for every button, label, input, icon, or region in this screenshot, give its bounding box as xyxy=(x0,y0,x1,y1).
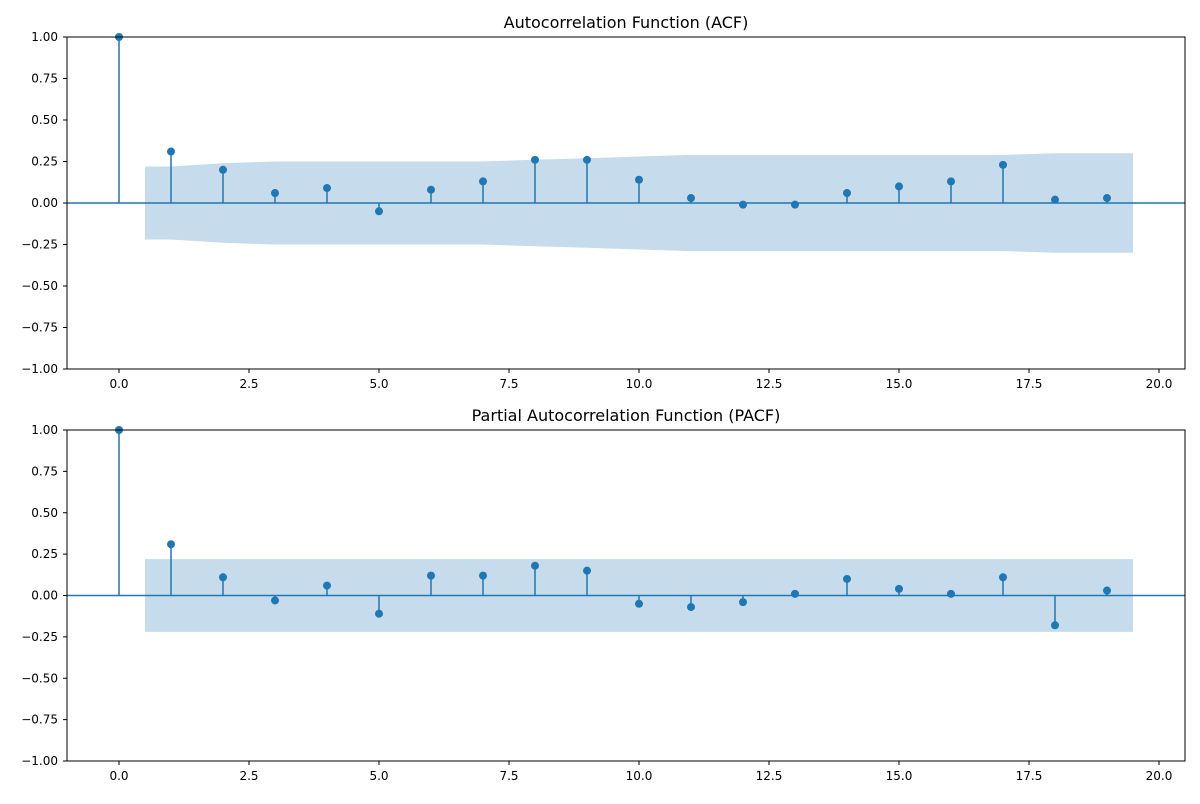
pacf-point-lag-5 xyxy=(375,609,383,618)
acf-y-tick-label: 0.25 xyxy=(31,155,58,169)
pacf-point-lag-3 xyxy=(271,596,279,605)
acf-y-tick-label: 1.00 xyxy=(31,30,58,44)
acf-panel: Autocorrelation Function (ACF) 0.0 2.5 5.0… xyxy=(21,13,1186,391)
acf-point-lag-14 xyxy=(843,189,851,198)
pacf-x-tick-label: 12.5 xyxy=(756,769,783,783)
acf-x-tick-label: 15.0 xyxy=(886,377,913,391)
pacf-point-lag-12 xyxy=(739,598,747,607)
acf-point-lag-11 xyxy=(687,194,695,203)
pacf-point-lag-14 xyxy=(843,574,851,583)
acf-point-lag-17 xyxy=(999,160,1007,169)
pacf-title: Partial Autocorrelation Function (PACF) xyxy=(472,406,781,425)
acf-point-lag-4 xyxy=(323,184,331,193)
pacf-point-lag-19 xyxy=(1103,586,1111,595)
pacf-y-tick-label: 0.00 xyxy=(31,589,58,603)
acf-point-lag-9 xyxy=(583,155,591,164)
pacf-y-tick-label: 0.50 xyxy=(31,506,58,520)
acf-y-tick-label: 0.75 xyxy=(31,72,58,86)
acf-y-tick-label: −0.50 xyxy=(21,279,58,293)
pacf-y-tick-label: 0.25 xyxy=(31,547,58,561)
acf-point-lag-6 xyxy=(427,185,435,194)
acf-x-tick-label: 20.0 xyxy=(1146,377,1173,391)
acf-x-tick-label: 7.5 xyxy=(499,377,518,391)
pacf-point-lag-17 xyxy=(999,573,1007,582)
acf-x-tick-label: 17.5 xyxy=(1016,377,1043,391)
pacf-x-tick-label: 17.5 xyxy=(1016,769,1043,783)
acf-point-lag-8 xyxy=(531,155,539,164)
acf-y-tick-label: −0.25 xyxy=(21,238,58,252)
pacf-x-tick-label: 0.0 xyxy=(109,769,128,783)
acf-point-lag-13 xyxy=(791,200,799,209)
pacf-x-tick-label: 15.0 xyxy=(886,769,913,783)
acf-point-lag-1 xyxy=(167,147,175,156)
acf-x-tick-label: 12.5 xyxy=(756,377,783,391)
pacf-x-tick-label: 7.5 xyxy=(499,769,518,783)
acf-y-tick-label: 0.50 xyxy=(31,113,58,127)
pacf-y-tick-label: −0.25 xyxy=(21,630,58,644)
acf-x-tick-label: 0.0 xyxy=(109,377,128,391)
acf-point-lag-2 xyxy=(219,165,227,174)
acf-point-lag-16 xyxy=(947,177,955,186)
pacf-point-lag-11 xyxy=(687,603,695,612)
pacf-point-lag-9 xyxy=(583,566,591,575)
pacf-y-tick-label: −0.75 xyxy=(21,713,58,727)
pacf-point-lag-1 xyxy=(167,540,175,549)
pacf-point-lag-4 xyxy=(323,581,331,590)
acf-point-lag-12 xyxy=(739,200,747,209)
acf-point-lag-15 xyxy=(895,182,903,191)
pacf-x-tick-label: 10.0 xyxy=(626,769,653,783)
pacf-panel: Partial Autocorrelation Function (PACF) … xyxy=(21,406,1186,783)
pacf-y-tick-label: 0.75 xyxy=(31,464,58,478)
acf-point-lag-10 xyxy=(635,175,643,184)
acf-x-tick-label: 10.0 xyxy=(626,377,653,391)
acf-y-tick-label: −0.75 xyxy=(21,321,58,335)
acf-point-lag-5 xyxy=(375,207,383,216)
pacf-point-lag-2 xyxy=(219,573,227,582)
pacf-y-tick-label: 1.00 xyxy=(31,423,58,437)
acf-y-tick-label: −1.00 xyxy=(21,362,58,376)
pacf-point-lag-16 xyxy=(947,589,955,598)
pacf-point-lag-13 xyxy=(791,589,799,598)
acf-point-lag-3 xyxy=(271,189,279,198)
pacf-point-lag-7 xyxy=(479,571,487,580)
pacf-point-lag-18 xyxy=(1051,621,1059,630)
pacf-point-lag-8 xyxy=(531,561,539,570)
acf-point-lag-19 xyxy=(1103,194,1111,203)
pacf-y-tick-label: −1.00 xyxy=(21,754,58,768)
pacf-x-tick-label: 20.0 xyxy=(1146,769,1173,783)
acf-y-tick-label: 0.00 xyxy=(31,196,58,210)
acf-x-tick-label: 5.0 xyxy=(369,377,388,391)
pacf-x-tick-label: 5.0 xyxy=(369,769,388,783)
pacf-point-lag-6 xyxy=(427,571,435,580)
pacf-point-lag-15 xyxy=(895,584,903,593)
acf-title: Autocorrelation Function (ACF) xyxy=(504,13,749,32)
pacf-x-tick-label: 2.5 xyxy=(239,769,258,783)
pacf-y-tick-label: −0.50 xyxy=(21,671,58,685)
acf-point-lag-7 xyxy=(479,177,487,186)
pacf-point-lag-10 xyxy=(635,599,643,608)
acf-point-lag-18 xyxy=(1051,195,1059,204)
acf-x-tick-label: 2.5 xyxy=(239,377,258,391)
